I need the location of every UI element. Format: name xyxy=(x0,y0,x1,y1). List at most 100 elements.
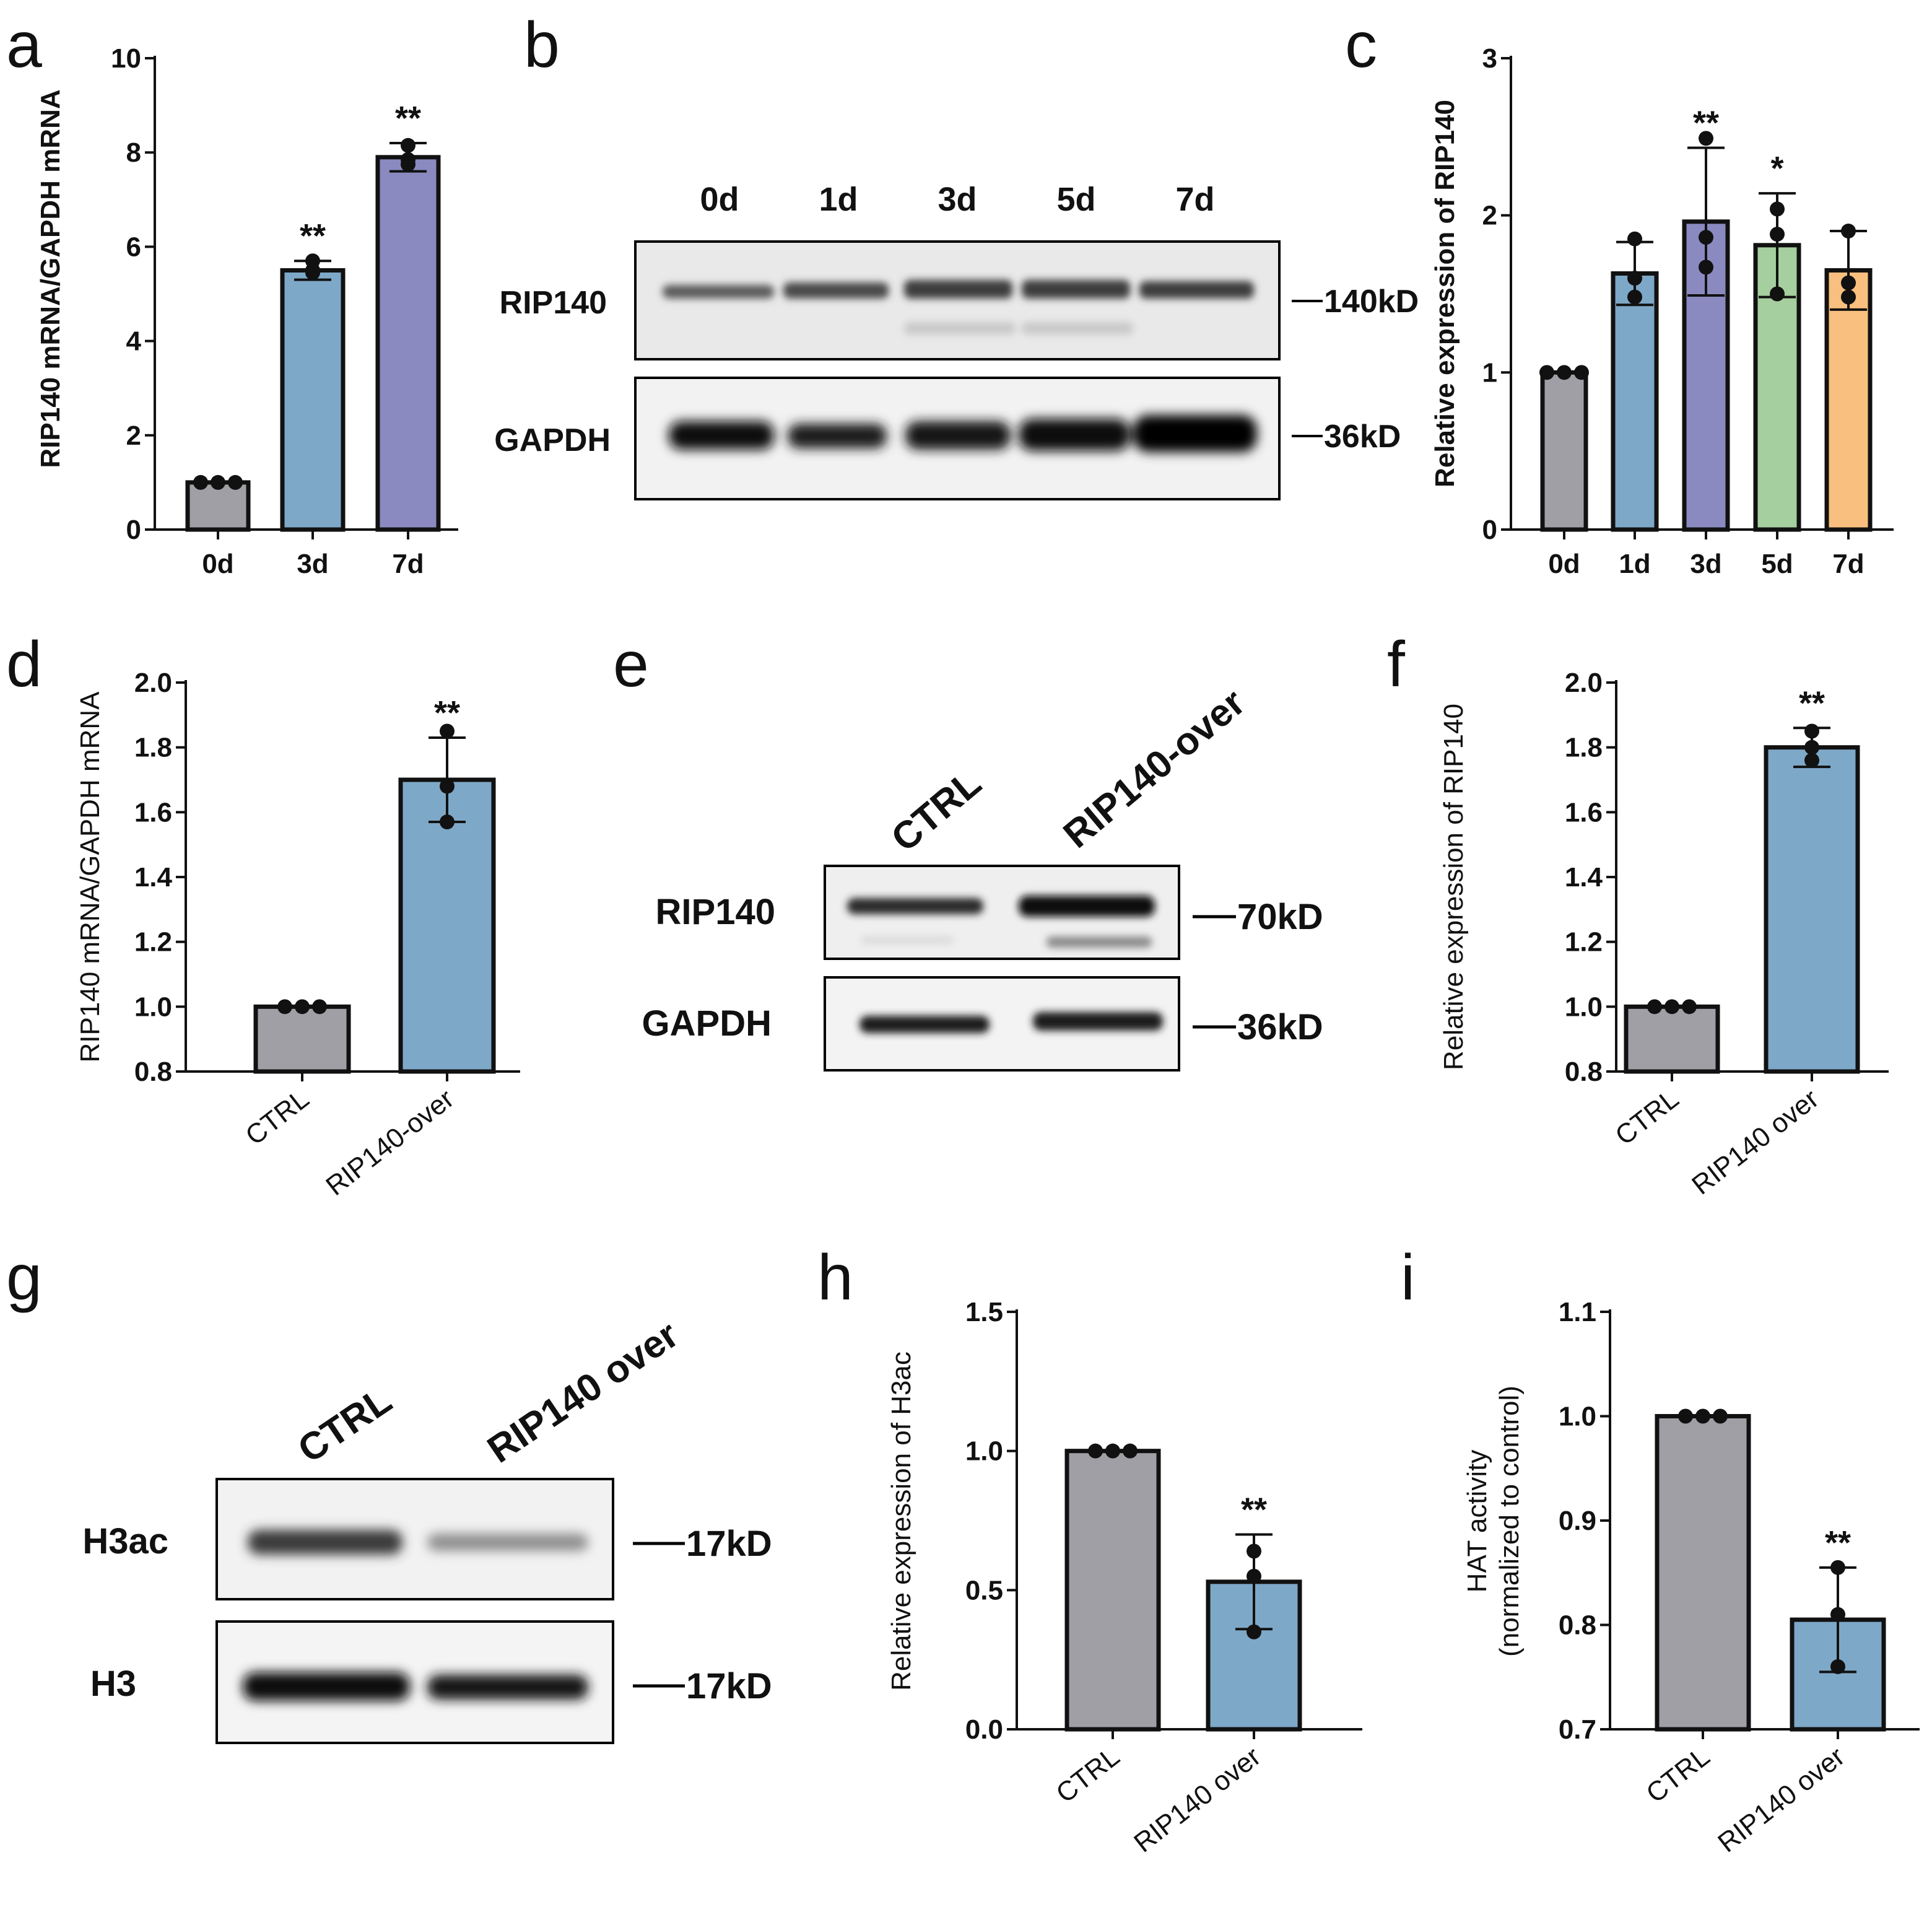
data-point xyxy=(1804,723,1819,739)
blot-b-lane-label: 3d xyxy=(938,181,977,218)
data-point xyxy=(1841,289,1856,305)
data-point xyxy=(1830,1560,1845,1575)
bar xyxy=(1824,268,1873,532)
data-point xyxy=(1123,1443,1138,1459)
x-tick-label: 3d xyxy=(297,549,328,579)
x-tick-label: 5d xyxy=(1761,549,1793,579)
significance-label: ** xyxy=(434,694,460,731)
blot-g-lane-label: RIP140 over xyxy=(480,1313,686,1472)
data-point xyxy=(295,999,310,1015)
y-tick-label: 0.9 xyxy=(1559,1506,1596,1536)
x-tick-label: CTRL xyxy=(1640,1741,1715,1809)
x-tick-label: RIP140 over xyxy=(1686,1083,1824,1200)
panel-label-c: c xyxy=(1345,9,1377,81)
y-axis-label: (normalized to control) xyxy=(1494,1386,1525,1657)
y-tick-label: 0.0 xyxy=(965,1714,1003,1745)
blot-b-lane-label: 1d xyxy=(819,181,858,218)
y-axis-label: Relative expression of H3ac xyxy=(886,1351,916,1691)
data-point xyxy=(1804,740,1819,755)
data-point xyxy=(1627,231,1642,247)
y-tick-label: 4 xyxy=(126,326,142,357)
blot-g-marker: 17kD xyxy=(686,1524,772,1564)
y-tick-label: 0.8 xyxy=(1565,1057,1603,1087)
bar xyxy=(375,155,441,532)
y-tick-label: 1.0 xyxy=(1559,1402,1596,1432)
blot-b-membrane-rip140 xyxy=(634,240,1281,360)
blot-g-bands-h3 xyxy=(243,1672,588,1701)
y-tick-label: 1.2 xyxy=(1565,927,1603,958)
data-point xyxy=(401,138,416,153)
data-point xyxy=(1627,289,1642,305)
data-point xyxy=(401,152,416,167)
blot-e: CTRL RIP140-over RIP140 70kD GAPDH 36kD xyxy=(642,681,1323,1072)
panel-label-d: d xyxy=(6,629,42,701)
data-point xyxy=(1804,753,1819,768)
data-point xyxy=(1539,365,1554,380)
blot-e-lane-label: RIP140-over xyxy=(1056,681,1253,856)
y-tick-label: 1.8 xyxy=(1565,733,1603,763)
x-tick-label: 1d xyxy=(1619,549,1650,579)
x-tick-label: 7d xyxy=(392,549,424,579)
bar xyxy=(1655,1414,1751,1732)
y-tick-label: 2.0 xyxy=(1565,668,1603,698)
y-tick-label: 1.6 xyxy=(134,797,172,827)
y-axis-label: RIP140 mRNA/GAPDH mRNA xyxy=(35,89,66,468)
data-point xyxy=(1770,201,1785,217)
data-point xyxy=(1830,1607,1845,1622)
blot-e-marker: 70kD xyxy=(1237,897,1323,937)
data-point xyxy=(1664,999,1679,1015)
y-tick-label: 3 xyxy=(1482,43,1497,74)
y-tick-label: 1.5 xyxy=(965,1297,1003,1327)
data-point xyxy=(440,814,455,830)
y-tick-label: 1 xyxy=(1482,357,1497,388)
x-tick-label: CTRL xyxy=(1050,1741,1125,1809)
chart-f: 0.8 1.0 1.2 1.4 1.6 1.8 2.0 Relative expression… xyxy=(1438,668,1889,1200)
data-point xyxy=(1247,1568,1261,1584)
y-tick-label: 1.4 xyxy=(1565,862,1603,893)
blot-b-row-label: GAPDH xyxy=(494,422,611,458)
blot-b-bands-gapdh xyxy=(669,415,1257,452)
y-tick-label: 0 xyxy=(126,515,141,545)
significance-label: ** xyxy=(1799,684,1825,722)
chart-i: 0.7 0.8 0.9 1.0 1.1 HAT activity (normalized t… xyxy=(1462,1297,1920,1858)
y-tick-label: 0.8 xyxy=(1559,1610,1596,1641)
blot-g-row-label: H3 xyxy=(90,1664,136,1704)
data-point xyxy=(1247,1624,1261,1639)
blot-e-row-label: GAPDH xyxy=(642,1003,772,1044)
y-tick-label: 1.0 xyxy=(1565,992,1603,1022)
bar xyxy=(253,1004,351,1074)
x-tick-label: RIP140 over xyxy=(1712,1741,1850,1858)
blot-e-bands-rip140 xyxy=(847,896,1155,948)
y-tick-label: 0.5 xyxy=(965,1575,1003,1605)
y-tick-label: 0 xyxy=(1482,515,1497,545)
panel-label-e: e xyxy=(613,629,649,701)
bar xyxy=(280,268,346,532)
y-tick-label: 1.4 xyxy=(134,862,173,893)
data-point xyxy=(1770,286,1785,302)
blot-b-lane-label: 5d xyxy=(1056,181,1095,218)
data-point xyxy=(440,723,455,739)
y-tick-label: 1.8 xyxy=(134,733,172,763)
panel-label-i: i xyxy=(1401,1242,1415,1314)
panel-label-h: h xyxy=(817,1242,853,1314)
chart-c: 0 1 2 3 Relative expression of RIP140 0d 1d ** 3… xyxy=(1430,43,1894,579)
chart-d: 0.8 1.0 1.2 1.4 1.6 1.8 2.0 RIP140 mRNA/GAPDH m… xyxy=(75,668,520,1202)
x-tick-label: CTRL xyxy=(240,1083,315,1151)
x-tick-label: 0d xyxy=(1548,549,1580,579)
x-tick-label: 0d xyxy=(202,549,233,579)
y-tick-label: 6 xyxy=(126,232,141,262)
y-tick-label: 2.0 xyxy=(134,668,172,698)
chart-h: 0.0 0.5 1.0 1.5 Relative expression of H3ac C… xyxy=(886,1297,1362,1858)
panel-label-b: b xyxy=(524,9,560,81)
x-tick-label: RIP140 over xyxy=(1128,1741,1266,1858)
chart-a: 0 2 4 6 8 10 RIP140 mRNA/GAPDH mRNA 0d ** 3d ** 7d xyxy=(35,43,458,579)
blot-b-marker: 140kD xyxy=(1324,284,1419,320)
blot-b-row-label: RIP140 xyxy=(500,285,607,321)
data-point xyxy=(193,474,208,490)
y-tick-label: 1.2 xyxy=(134,927,172,958)
blot-e-row-label: RIP140 xyxy=(656,892,775,932)
data-point xyxy=(277,999,292,1015)
data-point xyxy=(1678,1408,1693,1424)
data-point xyxy=(1830,1659,1845,1674)
